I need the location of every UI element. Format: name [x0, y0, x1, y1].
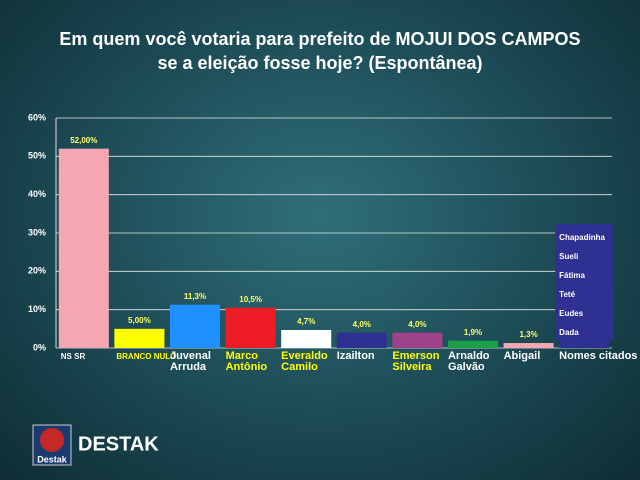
y-tick-label: 0% [33, 342, 46, 352]
y-tick-label: 40% [28, 189, 46, 199]
x-tick-label: BRANCO NULO [116, 352, 177, 361]
name-cited: Eudes [559, 309, 584, 318]
bar [447, 340, 499, 348]
value-label: 4,0% [353, 320, 371, 329]
bar [169, 304, 221, 348]
value-label: 10,5% [239, 295, 262, 304]
y-tick-label: 60% [28, 112, 46, 122]
name-cited: Sueli [559, 252, 578, 261]
value-label: 4,0% [408, 320, 426, 329]
name-cited: Fátima [559, 271, 585, 280]
chart-subtitle: se a eleição fosse hoje? (Espontânea) [157, 53, 482, 73]
brand: DESTAK [78, 433, 159, 455]
bar [392, 332, 443, 348]
x-tick-label: NS SR [60, 352, 86, 361]
y-tick-label: 30% [28, 227, 46, 237]
logo-mark [40, 428, 64, 452]
names-box [555, 224, 614, 340]
value-label: 1,3% [519, 330, 537, 339]
value-label: 11,3% [184, 292, 206, 301]
x-tick-label: Emerson Silveira [392, 350, 440, 373]
value-label: 5,00% [128, 316, 151, 325]
x-tick-label: Marco Antônio [225, 350, 268, 373]
bar [114, 328, 165, 348]
bar [281, 329, 332, 348]
value-label: 4,7% [297, 317, 315, 326]
y-tick-label: 20% [28, 266, 46, 276]
x-tick-label: Juvenal Arruda [169, 350, 211, 373]
name-cited: Teté [559, 290, 575, 299]
bar [336, 332, 387, 348]
name-cited: Dada [559, 328, 579, 337]
x-tick-label: Everaldo Camilo [281, 350, 328, 373]
x-tick-label: Izailton [336, 350, 375, 362]
bar [58, 148, 109, 348]
y-tick-label: 10% [28, 304, 46, 314]
bar [503, 343, 554, 348]
value-label: 52,00% [70, 136, 97, 145]
x-tick-label: Arnaldo Galvão [447, 350, 490, 373]
bar [225, 307, 276, 348]
y-tick-label: 50% [28, 151, 46, 161]
chart-title: Em quem você votaria para prefeito de MO… [59, 29, 580, 49]
x-tick-label: Nomes citados [559, 350, 638, 362]
value-label: 1,9% [464, 328, 482, 337]
x-tick-label: Abigail [503, 350, 541, 362]
logo-text: Destak [37, 454, 68, 464]
name-cited: Chapadinha [559, 233, 605, 242]
